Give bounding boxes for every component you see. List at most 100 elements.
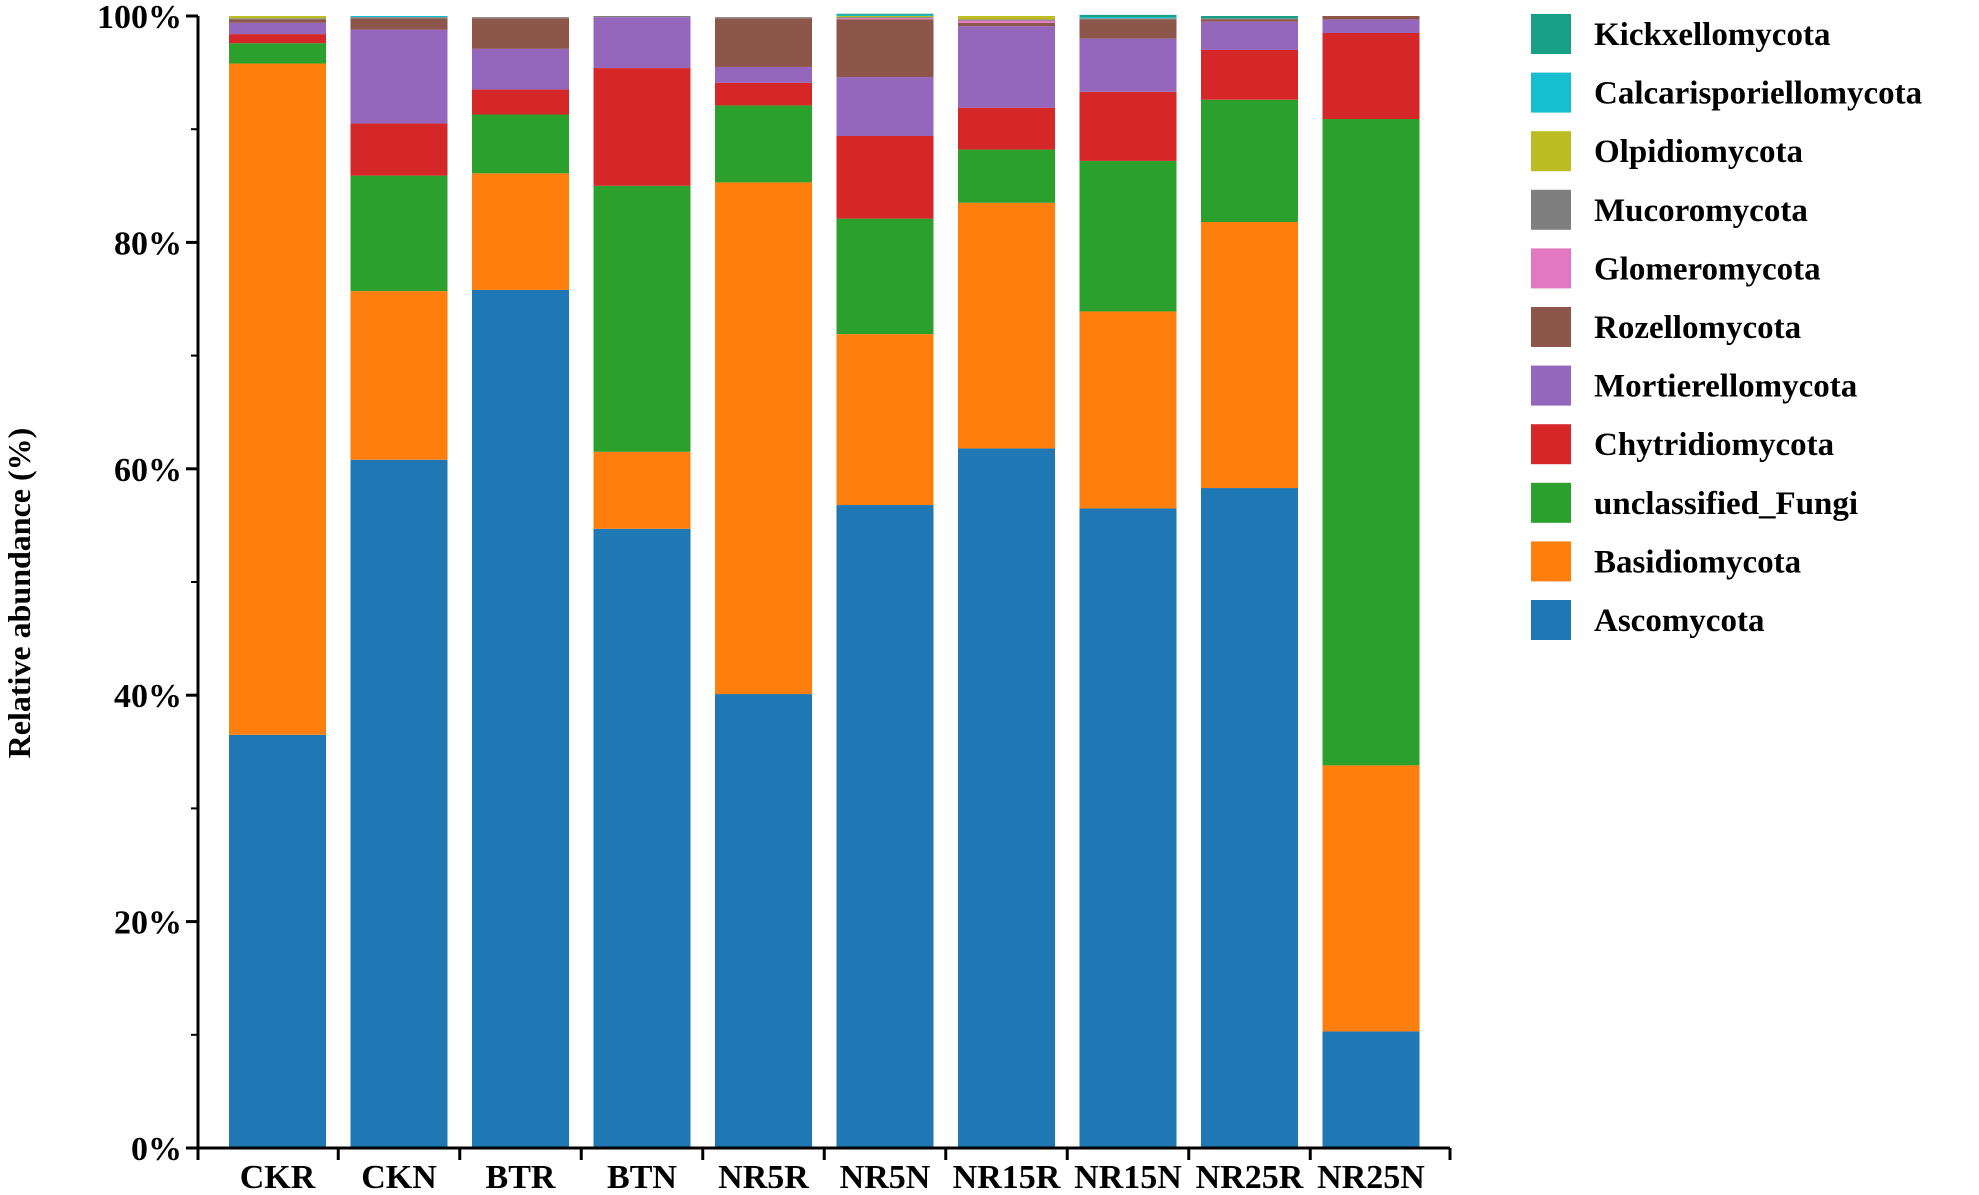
bar-nr15n-kickxellomycota xyxy=(1079,14,1177,18)
legend: Kickxellomycota Calcarisporiellomycota Olp… xyxy=(1531,14,1922,640)
x-tick-label-nr5n: NR5N xyxy=(840,1159,931,1195)
bar-ckr-chytridiomycota xyxy=(229,34,326,44)
bar-nr25n-unclassified-fungi xyxy=(1322,119,1420,766)
bar-nr25r-unclassified-fungi xyxy=(1201,99,1298,223)
bar-nr25r-kickxellomycota xyxy=(1201,16,1298,19)
bars-layer xyxy=(229,13,1420,1149)
bar-nr15n-ascomycota xyxy=(1079,508,1177,1148)
bar-btr-rozellomycota xyxy=(472,18,569,49)
x-tick-label-ckn: CKN xyxy=(361,1159,437,1195)
bar-nr15n-mucoromycota xyxy=(1079,18,1177,20)
bar-nr25r-basidiomycota xyxy=(1201,222,1298,489)
bar-btr-mucoromycota xyxy=(472,17,569,19)
bar-nr15n-unclassified-fungi xyxy=(1079,160,1177,312)
bar-ckr-unclassified-fungi xyxy=(229,43,326,64)
bar-nr15r-olpidiomycota xyxy=(958,16,1055,20)
legend-swatch-kickxellomycota xyxy=(1531,14,1571,54)
legend-swatch-basidiomycota xyxy=(1531,541,1571,582)
bar-nr5r-chytridiomycota xyxy=(715,82,812,106)
bar-btr-mortierellomycota xyxy=(472,48,569,90)
bar-nr5n-chytridiomycota xyxy=(836,135,934,219)
bar-ckn-chytridiomycota xyxy=(350,123,448,176)
y-tick-label: 0% xyxy=(131,1131,182,1168)
legend-label-calcarisporiellomycota: Calcarisporiellomycota xyxy=(1594,76,1922,112)
legend-label-olpidiomycota: Olpidiomycota xyxy=(1594,134,1803,170)
legend-swatch-calcarisporiellomycota xyxy=(1531,72,1571,113)
legend-label-rozellomycota: Rozellomycota xyxy=(1594,310,1801,346)
bar-nr25r-rozellomycota xyxy=(1201,19,1298,22)
bar-nr15n-mortierellomycota xyxy=(1079,38,1177,92)
bar-ckn-rozellomycota xyxy=(350,18,448,30)
bar-ckr-basidiomycota xyxy=(229,63,326,735)
bar-nr5r-mortierellomycota xyxy=(715,66,812,83)
bar-ckr-mortierellomycota xyxy=(229,22,326,35)
bar-nr5r-basidiomycota xyxy=(715,182,812,695)
bar-nr15r-unclassified-fungi xyxy=(958,149,1055,203)
bar-nr5r-rozellomycota xyxy=(715,18,812,67)
bar-nr5r-ascomycota xyxy=(715,694,812,1148)
bar-nr25r-mortierellomycota xyxy=(1201,21,1298,50)
y-tick-label: 60% xyxy=(114,452,182,489)
bar-btn-chytridiomycota xyxy=(593,68,691,186)
y-tick-label: 80% xyxy=(114,225,182,262)
bar-nr15n-calcarisporiellomycota xyxy=(1079,17,1177,19)
bar-nr5n-glomeromycota xyxy=(836,18,934,20)
legend-swatch-mucoromycota xyxy=(1531,189,1571,230)
x-tick-label-nr15r: NR15R xyxy=(953,1159,1061,1195)
x-tick-label-ckr: CKR xyxy=(240,1159,316,1195)
legend-swatch-olpidiomycota xyxy=(1531,131,1571,172)
bar-btr-unclassified-fungi xyxy=(472,114,569,174)
legend-label-unclassified-fungi: unclassified_Fungi xyxy=(1594,486,1858,522)
bar-nr25n-mortierellomycota xyxy=(1322,19,1420,33)
bar-nr15r-mucoromycota xyxy=(958,19,1055,21)
axes-layer: 0% 20% 40% 60% 80% 100% CKR CKN BTR BTN NR5R NR5N NR… xyxy=(97,0,1452,1195)
bar-btn-basidiomycota xyxy=(593,451,691,529)
bar-ckn-basidiomycota xyxy=(350,291,448,460)
bar-nr15n-basidiomycota xyxy=(1079,311,1177,509)
bar-btr-ascomycota xyxy=(472,289,569,1149)
bar-nr15r-mortierellomycota xyxy=(958,26,1055,108)
x-tick-label-nr5r: NR5R xyxy=(718,1159,809,1195)
y-axis-title: Relative abundance (%) xyxy=(1,428,37,759)
legend-label-ascomycota: Ascomycota xyxy=(1594,603,1764,639)
bar-nr5n-unclassified-fungi xyxy=(836,218,934,335)
bar-nr5n-mortierellomycota xyxy=(836,77,934,136)
bar-ckn-unclassified-fungi xyxy=(350,175,448,292)
bar-nr5n-basidiomycota xyxy=(836,334,934,506)
bar-nr15r-rozellomycota xyxy=(958,22,1055,27)
bar-btn-mucoromycota xyxy=(593,16,691,18)
bar-ckr-rozellomycota xyxy=(229,19,326,23)
x-tick-label-nr25n: NR25N xyxy=(1317,1159,1425,1195)
bar-nr25n-basidiomycota xyxy=(1322,765,1420,1032)
bar-nr5r-mucoromycota xyxy=(715,17,812,19)
bar-btr-basidiomycota xyxy=(472,173,569,290)
bar-ckn-mucoromycota xyxy=(350,17,448,19)
y-tick-label: 100% xyxy=(97,0,182,36)
bar-nr15n-rozellomycota xyxy=(1079,19,1177,39)
bar-nr15r-ascomycota xyxy=(958,448,1055,1148)
bar-nr25r-chytridiomycota xyxy=(1201,49,1298,100)
bar-btr-chytridiomycota xyxy=(472,89,569,115)
legend-label-glomeromycota: Glomeromycota xyxy=(1594,251,1821,287)
x-tick-label-btn: BTN xyxy=(607,1159,677,1195)
bar-nr15r-chytridiomycota xyxy=(958,107,1055,150)
bar-nr25n-rozellomycota xyxy=(1322,16,1420,20)
bar-ckn-calcarisporiellomycota xyxy=(350,16,448,18)
bar-nr5n-kickxellomycota xyxy=(836,13,934,15)
y-tick-label: 20% xyxy=(114,905,182,942)
legend-label-chytridiomycota: Chytridiomycota xyxy=(1594,427,1834,463)
bar-btn-mortierellomycota xyxy=(593,17,691,69)
x-tick-label-nr25r: NR25R xyxy=(1196,1159,1304,1195)
bar-nr15r-basidiomycota xyxy=(958,202,1055,449)
legend-swatch-mortierellomycota xyxy=(1531,365,1571,406)
bar-nr5n-calcarisporiellomycota xyxy=(836,14,934,16)
legend-swatch-glomeromycota xyxy=(1531,248,1571,289)
bar-btn-unclassified-fungi xyxy=(593,185,691,452)
bar-nr25r-ascomycota xyxy=(1201,488,1298,1148)
legend-swatch-ascomycota xyxy=(1531,600,1571,640)
legend-label-mucoromycota: Mucoromycota xyxy=(1594,193,1808,229)
legend-swatch-chytridiomycota xyxy=(1531,424,1571,465)
bar-nr25r-mucoromycota xyxy=(1201,18,1298,20)
legend-swatch-rozellomycota xyxy=(1531,307,1571,347)
